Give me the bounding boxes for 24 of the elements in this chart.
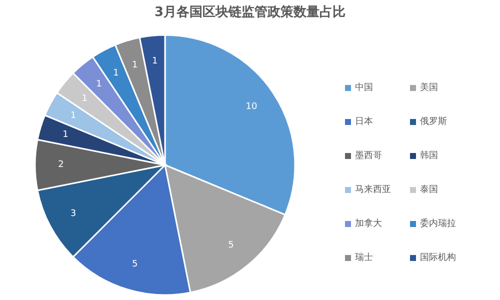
legend-label: 韩国 [420,150,438,161]
data-label: 1 [113,68,119,78]
legend-label: 加拿大 [355,218,382,229]
legend-label: 俄罗斯 [420,116,447,127]
legend-label: 中国 [355,82,373,93]
data-label: 3 [70,209,76,220]
legend-label: 日本 [355,116,373,127]
data-label: 1 [132,60,138,70]
data-label: 1 [70,110,76,121]
legend-label: 瑞士 [355,252,373,263]
data-label: 5 [228,240,234,250]
legend-label: 委内瑞拉 [420,218,456,229]
data-label: 10 [246,102,258,112]
legend-label: 美国 [420,82,438,93]
data-label: 1 [62,130,68,140]
legend-label: 马来西亚 [355,184,391,195]
chart-title: 3月各国区块链监管政策数量占比 [154,5,346,20]
legend-label: 墨西哥 [355,150,382,161]
data-label: 1 [152,56,158,66]
legend-label: 泰国 [420,184,438,195]
data-label: 1 [96,80,102,90]
data-label: 2 [58,160,64,170]
legend-label: 国际机构 [420,252,456,263]
data-label: 5 [132,260,138,270]
